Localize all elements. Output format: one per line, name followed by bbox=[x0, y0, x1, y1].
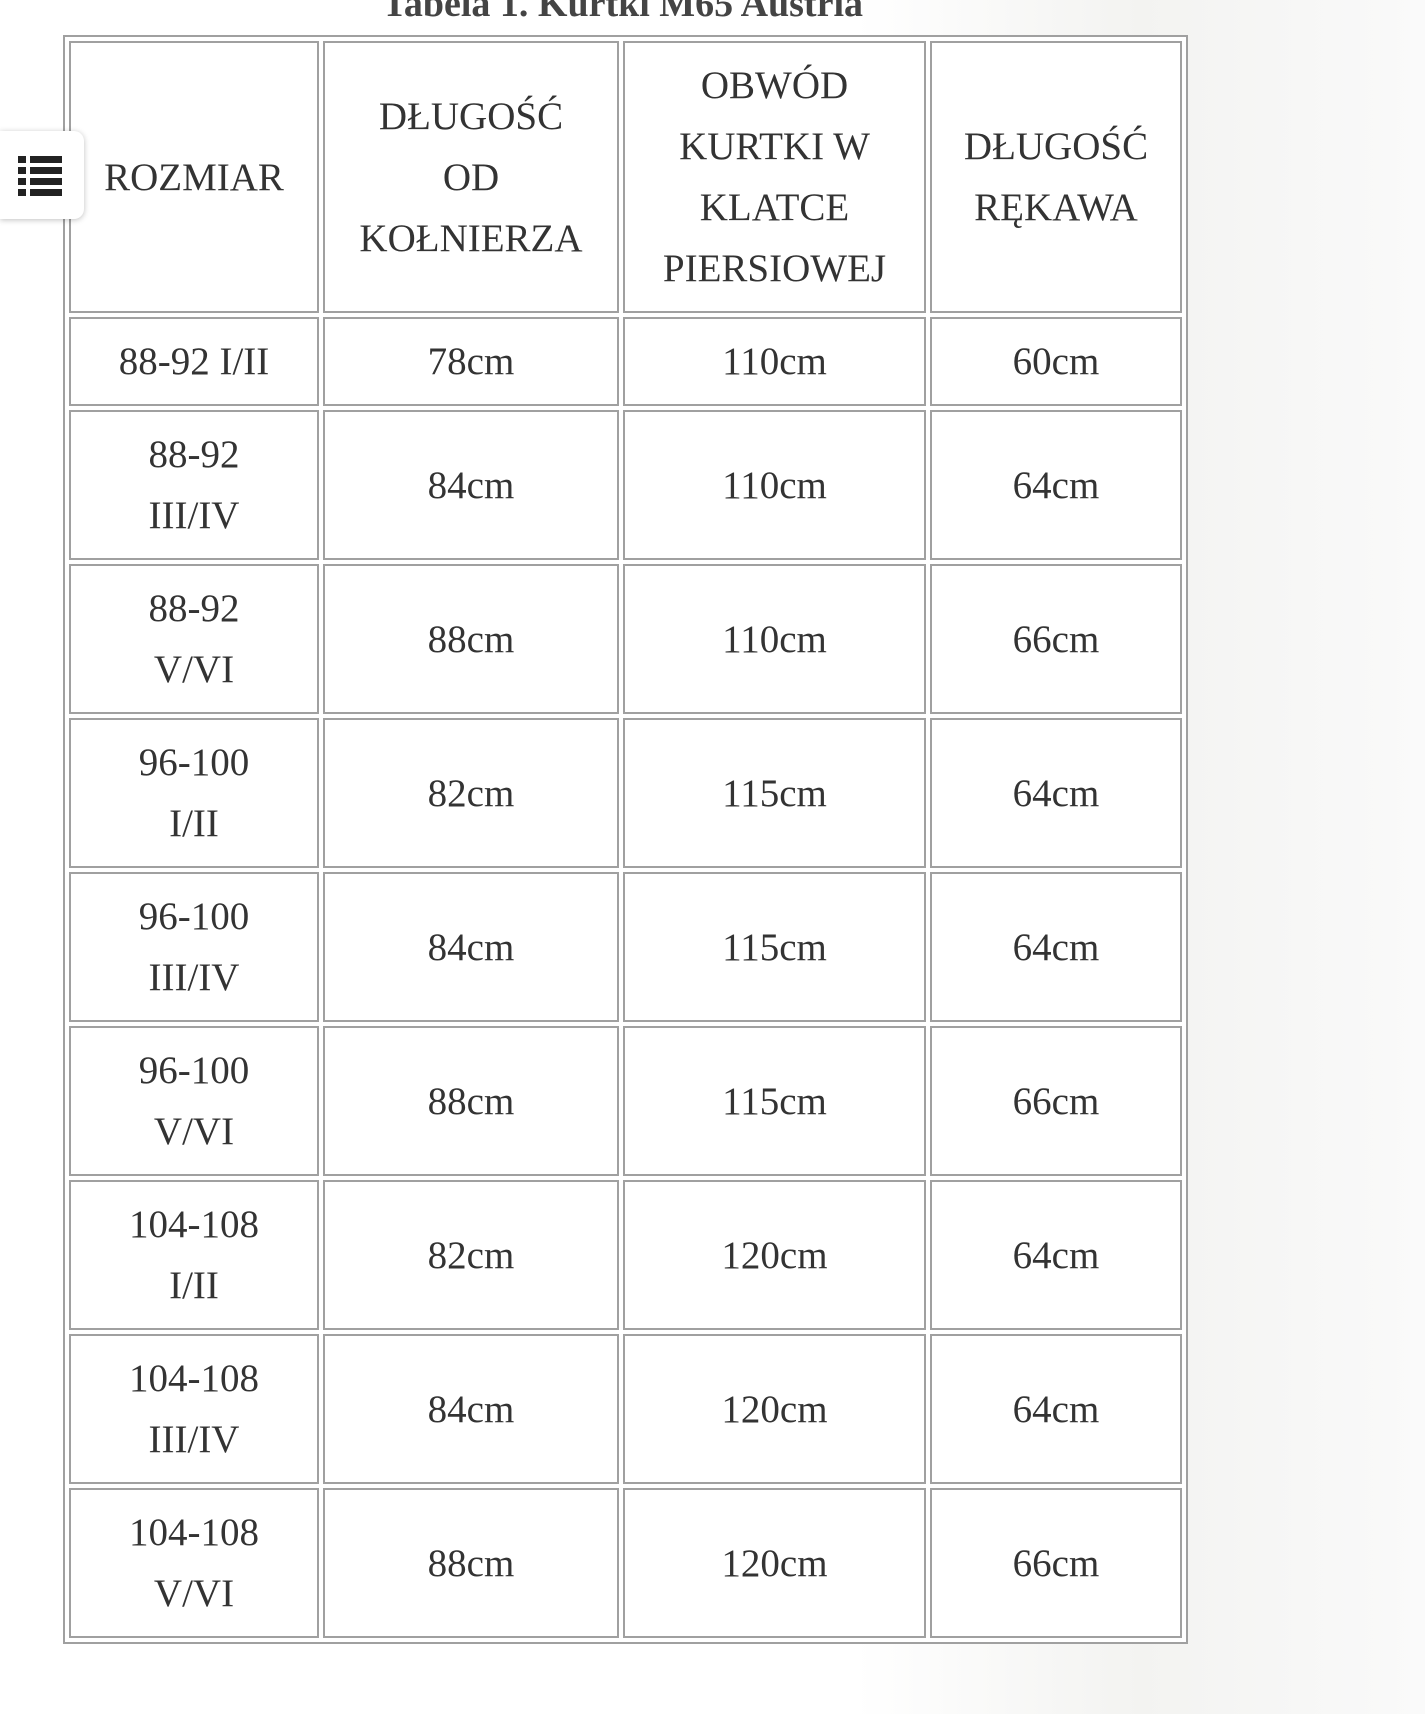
table-cell: 64cm bbox=[930, 1180, 1182, 1330]
table-cell: 64cm bbox=[930, 872, 1182, 1022]
table-row: 88-92 I/II 78cm 110cm 60cm bbox=[69, 317, 1182, 406]
table-cell: 84cm bbox=[323, 1334, 619, 1484]
table-cell: 64cm bbox=[930, 1334, 1182, 1484]
header-row: ROZMIAR DŁUGOŚĆ OD KOŁNIERZA OBWÓD KURTKI … bbox=[69, 41, 1182, 313]
table-row: 96-100 III/IV 84cm 115cm 64cm bbox=[69, 872, 1182, 1022]
table-row: 104-108 III/IV 84cm 120cm 64cm bbox=[69, 1334, 1182, 1484]
table-row: 96-100 V/VI 88cm 115cm 66cm bbox=[69, 1026, 1182, 1176]
table-cell: 96-100 III/IV bbox=[69, 872, 319, 1022]
header-cell: ROZMIAR bbox=[69, 41, 319, 313]
table-cell: 60cm bbox=[930, 317, 1182, 406]
table-cell: 64cm bbox=[930, 410, 1182, 560]
table-cell: 88cm bbox=[323, 1488, 619, 1638]
table-cell: 78cm bbox=[323, 317, 619, 406]
table-row: 96-100 I/II 82cm 115cm 64cm bbox=[69, 718, 1182, 868]
table-row: 104-108 V/VI 88cm 120cm 66cm bbox=[69, 1488, 1182, 1638]
table-title: Tabela 1. Kurtki M65 Austria bbox=[381, 0, 864, 25]
table-row: 104-108 I/II 82cm 120cm 64cm bbox=[69, 1180, 1182, 1330]
table-row: 88-92 V/VI 88cm 110cm 66cm bbox=[69, 564, 1182, 714]
table-cell: 64cm bbox=[930, 718, 1182, 868]
table-cell: 84cm bbox=[323, 410, 619, 560]
header-cell: OBWÓD KURTKI W KLATCE PIERSIOWEJ bbox=[623, 41, 926, 313]
table-cell: 110cm bbox=[623, 317, 926, 406]
table-cell: 66cm bbox=[930, 564, 1182, 714]
table-cell: 110cm bbox=[623, 410, 926, 560]
table-cell: 96-100 I/II bbox=[69, 718, 319, 868]
header-cell: DŁUGOŚĆ RĘKAWA bbox=[930, 41, 1182, 313]
table-cell: 82cm bbox=[323, 718, 619, 868]
size-table: ROZMIAR DŁUGOŚĆ OD KOŁNIERZA OBWÓD KURTKI … bbox=[63, 35, 1188, 1644]
table-cell: 88-92 III/IV bbox=[69, 410, 319, 560]
table-cell: 115cm bbox=[623, 718, 926, 868]
table-cell: 115cm bbox=[623, 1026, 926, 1176]
table-cell: 84cm bbox=[323, 872, 619, 1022]
table-cell: 110cm bbox=[623, 564, 926, 714]
table-row: 88-92 III/IV 84cm 110cm 64cm bbox=[69, 410, 1182, 560]
table-body: 88-92 I/II 78cm 110cm 60cm 88-92 III/IV 84cm 1… bbox=[69, 317, 1182, 1638]
table-cell: 96-100 V/VI bbox=[69, 1026, 319, 1176]
table-cell: 115cm bbox=[623, 872, 926, 1022]
toc-button[interactable] bbox=[0, 131, 84, 219]
table-cell: 104-108 I/II bbox=[69, 1180, 319, 1330]
table-cell: 104-108 III/IV bbox=[69, 1334, 319, 1484]
header-cell: DŁUGOŚĆ OD KOŁNIERZA bbox=[323, 41, 619, 313]
table-cell: 82cm bbox=[323, 1180, 619, 1330]
table-cell: 120cm bbox=[623, 1488, 926, 1638]
list-icon bbox=[18, 156, 62, 196]
table-cell: 88cm bbox=[323, 1026, 619, 1176]
table-cell: 120cm bbox=[623, 1334, 926, 1484]
table-cell: 66cm bbox=[930, 1488, 1182, 1638]
table-cell: 120cm bbox=[623, 1180, 926, 1330]
table-cell: 88-92 V/VI bbox=[69, 564, 319, 714]
table-cell: 88cm bbox=[323, 564, 619, 714]
table-cell: 66cm bbox=[930, 1026, 1182, 1176]
table-cell: 104-108 V/VI bbox=[69, 1488, 319, 1638]
table-cell: 88-92 I/II bbox=[69, 317, 319, 406]
